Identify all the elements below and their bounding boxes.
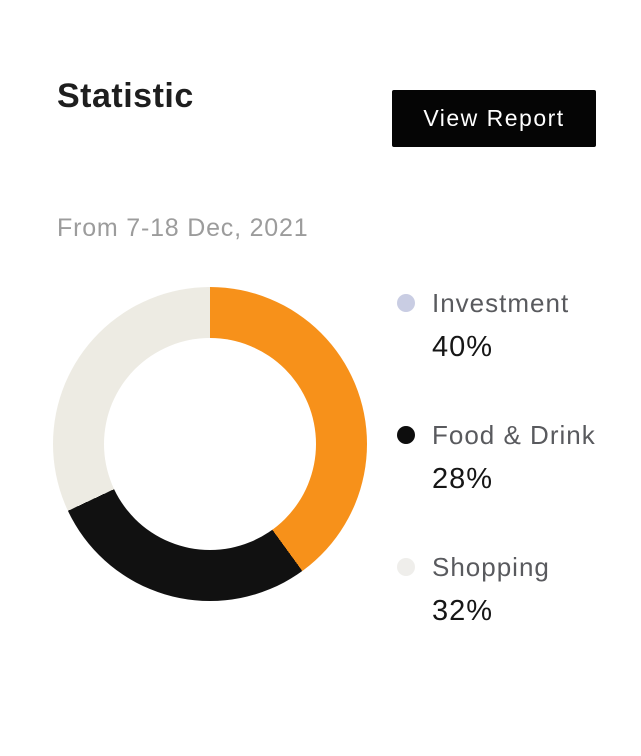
legend-label: Food & Drink (432, 419, 596, 450)
legend-label: Shopping (432, 551, 550, 582)
legend-item-food-drink: Food & Drink 28% (397, 419, 632, 495)
donut-chart-hole (104, 338, 316, 550)
legend-row: Investment (397, 287, 632, 319)
legend-value: 40% (432, 331, 494, 363)
legend-value: 32% (432, 595, 494, 627)
legend-item-investment: Investment 40% (397, 287, 632, 363)
legend-row: Food & Drink (397, 419, 632, 451)
food-drink-dot-icon (397, 426, 415, 444)
date-range-label: From 7-18 Dec, 2021 (57, 214, 309, 242)
chart-legend: Investment 40% Food & Drink 28% Shopping… (397, 287, 632, 683)
legend-value: 28% (432, 463, 494, 495)
legend-row: Shopping (397, 551, 632, 583)
legend-label: Investment (432, 287, 570, 318)
legend-item-shopping: Shopping 32% (397, 551, 632, 627)
view-report-button[interactable]: View Report (392, 90, 596, 147)
donut-chart (53, 287, 367, 601)
shopping-dot-icon (397, 558, 415, 576)
page-title: Statistic (57, 77, 194, 115)
investment-dot-icon (397, 294, 415, 312)
